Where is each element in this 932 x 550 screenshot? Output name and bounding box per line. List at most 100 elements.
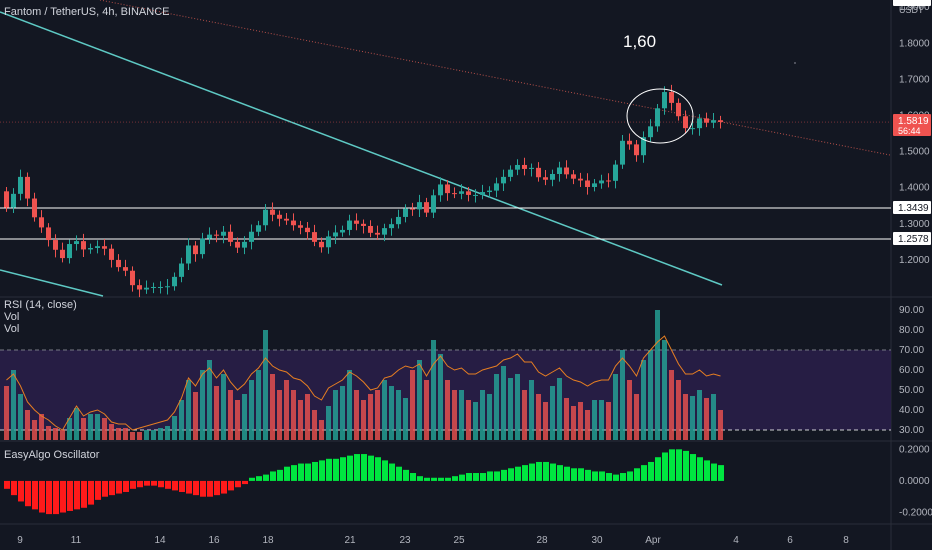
candle-body [550, 173, 555, 180]
volume-bar [46, 426, 51, 440]
oscillator-bar [683, 450, 689, 481]
oscillator-bar [249, 477, 255, 481]
volume-bar [53, 428, 58, 440]
candle-body [431, 195, 436, 213]
candle-body [25, 176, 30, 199]
volume-bar [480, 390, 485, 440]
candle-body [221, 231, 226, 236]
volume-bar [305, 394, 310, 440]
candle-body [277, 214, 282, 219]
oscillator-title: EasyAlgo Oscillator [4, 449, 100, 461]
volume-bar [676, 380, 681, 440]
volume-bar [32, 420, 37, 440]
volume-bar [312, 410, 317, 440]
volume-bar [18, 394, 23, 440]
candle-body [235, 241, 240, 248]
oscillator-bar [221, 480, 227, 494]
volume-bar [151, 430, 156, 440]
volume-bar [186, 380, 191, 440]
oscillator-bar [60, 480, 66, 513]
oscillator-bar [697, 457, 703, 481]
candle-body [466, 191, 471, 195]
candle-body [242, 241, 247, 248]
oscillator-bar [655, 457, 661, 481]
volume-bar [459, 390, 464, 440]
oscillator-bar [200, 480, 206, 497]
oscillator-bar [214, 480, 220, 496]
candle-body [368, 225, 373, 233]
candle-body [389, 224, 394, 229]
volume-bar [137, 432, 142, 440]
oscillator-bar [256, 476, 262, 481]
candle-body [354, 220, 359, 224]
candle-body [158, 286, 163, 288]
oscillator-bar [494, 471, 500, 481]
candle-body [522, 164, 527, 169]
oscillator-bar [459, 474, 465, 481]
oscillator-bar [669, 449, 675, 481]
oscillator-bar [634, 468, 640, 481]
descending-trendline [0, 11, 723, 286]
oscillator-bar [613, 474, 619, 481]
price-tick-label: 1.8000 [899, 38, 930, 49]
volume-bar [277, 390, 282, 440]
oscillator-bar [123, 480, 129, 492]
candle-body [529, 167, 534, 169]
candle-body [207, 234, 212, 239]
oscillator-bar [144, 480, 150, 486]
volume-bar [382, 380, 387, 440]
oscillator-bar [431, 477, 437, 481]
oscillator-bar [151, 480, 157, 486]
oscillator-bar [242, 480, 248, 485]
oscillator-bar [158, 480, 164, 488]
rsi-tick-label: 80.00 [899, 325, 924, 336]
volume-bar [683, 394, 688, 440]
osc-tick-label: 0.0000 [899, 476, 930, 487]
volume-bar [529, 380, 534, 440]
candle-body [347, 220, 352, 230]
candle-body [424, 202, 429, 213]
oscillator-bar [326, 458, 332, 481]
vol-label: Vol [4, 311, 20, 323]
level-badge-label: 1.3439 [898, 203, 929, 214]
candle-body [494, 183, 499, 191]
candle-body [109, 248, 114, 260]
volume-bar [669, 370, 674, 440]
candle-body [361, 223, 366, 226]
volume-bar [655, 310, 660, 440]
symbol-title: Fantom / TetherUS, 4h, BINANCE [4, 6, 170, 18]
volume-bar [347, 370, 352, 440]
candle-body [151, 286, 156, 288]
oscillator-bar [305, 463, 311, 481]
oscillator-bar [25, 480, 31, 507]
price-tick-label: 1.2000 [899, 255, 930, 266]
candle-body [396, 216, 401, 225]
oscillator-bar [480, 473, 486, 481]
candle-body [585, 180, 590, 187]
oscillator-bar [165, 480, 171, 489]
oscillator-bar [704, 460, 710, 481]
candle-body [53, 240, 58, 250]
candle-body [326, 236, 331, 248]
volume-bar [193, 392, 198, 440]
candle-body [704, 118, 709, 123]
volume-bar [235, 400, 240, 440]
volume-bar [207, 360, 212, 440]
volume-bar [214, 386, 219, 440]
candle-body [480, 192, 485, 195]
oscillator-bar [403, 469, 409, 481]
volume-bar [249, 380, 254, 440]
volume-bar [494, 374, 499, 440]
candle-body [165, 286, 170, 288]
oscillator-bar [522, 465, 528, 481]
oscillator-bar [228, 480, 234, 491]
volume-bar [431, 340, 436, 440]
candle-body [18, 176, 23, 194]
volume-bar [536, 394, 541, 440]
volume-bar [585, 410, 590, 440]
level-badge [893, 200, 931, 214]
volume-bar [102, 418, 107, 440]
volume-bar [116, 428, 121, 440]
oscillator-bar [641, 465, 647, 481]
